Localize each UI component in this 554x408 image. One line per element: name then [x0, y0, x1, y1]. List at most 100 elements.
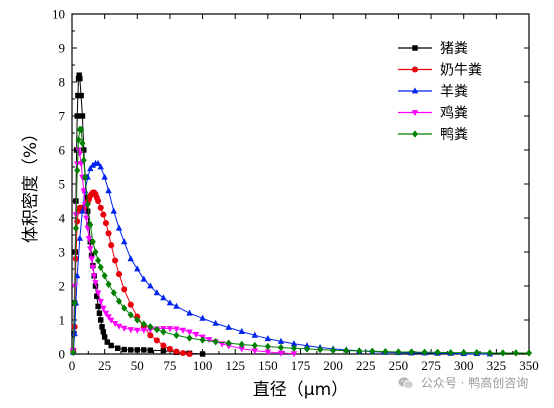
data-point: [101, 173, 108, 180]
data-point: [84, 208, 91, 214]
data-point: [97, 263, 104, 271]
data-point: [225, 339, 232, 347]
data-point: [77, 161, 85, 168]
data-point: [115, 224, 123, 231]
data-point: [76, 72, 82, 78]
data-point: [173, 331, 180, 339]
series-line: [72, 129, 529, 354]
data-point: [499, 349, 506, 357]
data-point: [238, 327, 245, 334]
data-point: [97, 163, 104, 170]
y-tick-label: 8: [59, 75, 66, 90]
data-point: [108, 342, 114, 349]
data-point: [134, 327, 141, 334]
data-point: [140, 320, 147, 328]
data-point: [87, 246, 94, 253]
x-tick-label: 150: [258, 358, 278, 373]
data-point: [72, 224, 79, 232]
data-point: [290, 344, 298, 352]
data-point: [84, 225, 91, 232]
data-point: [121, 286, 128, 293]
data-point: [71, 299, 78, 307]
data-point: [173, 326, 180, 333]
data-point: [127, 301, 134, 308]
legend-label: 奶牛粪: [440, 63, 482, 79]
data-point: [153, 325, 160, 334]
data-point: [212, 338, 219, 346]
data-point: [173, 302, 180, 309]
data-point: [356, 347, 363, 355]
data-point: [147, 323, 154, 331]
data-point: [179, 327, 187, 334]
x-tick-label: 0: [69, 358, 76, 373]
series-3: [70, 159, 494, 357]
data-point: [199, 314, 206, 321]
data-point: [73, 147, 80, 153]
y-tick-label: 1: [59, 313, 66, 328]
legend-marker: [411, 66, 419, 73]
data-point: [115, 271, 123, 278]
x-tick-label: 300: [454, 358, 474, 373]
data-point: [70, 348, 77, 356]
data-point: [395, 348, 402, 356]
y-tick-label: 7: [59, 109, 66, 124]
data-point: [186, 329, 193, 336]
legend-label: 羊粪: [440, 84, 468, 100]
data-point: [421, 348, 428, 356]
y-tick-label: 5: [59, 177, 66, 192]
data-point: [85, 236, 93, 243]
legend-label: 鸡粪: [440, 105, 468, 122]
x-tick-label: 200: [323, 358, 343, 373]
data-point: [105, 314, 112, 321]
data-point: [238, 346, 245, 353]
data-point: [94, 293, 100, 299]
data-point: [79, 113, 86, 119]
y-axis-title: 体积密度（%）: [21, 125, 41, 243]
data-point: [89, 264, 97, 271]
y-tick-label: 0: [59, 347, 66, 362]
data-point: [127, 311, 134, 319]
data-point: [160, 328, 167, 336]
data-point: [112, 257, 119, 264]
data-point: [74, 272, 81, 279]
data-point: [264, 349, 272, 356]
data-point: [83, 194, 90, 201]
data-point: [89, 161, 97, 168]
data-point: [343, 346, 350, 355]
data-point: [101, 334, 108, 340]
data-point: [127, 327, 134, 334]
legend-marker: [411, 87, 419, 94]
data-point: [74, 218, 81, 225]
data-point: [98, 317, 104, 323]
data-point: [77, 75, 83, 82]
data-point: [317, 345, 324, 354]
data-point: [408, 348, 415, 356]
x-tick-label: 50: [131, 358, 144, 373]
data-point: [105, 230, 112, 237]
data-point: [81, 147, 87, 153]
data-point: [80, 188, 87, 195]
x-tick-label: 125: [225, 358, 245, 373]
data-point: [75, 136, 82, 144]
data-point: [330, 346, 337, 354]
data-point: [277, 337, 285, 344]
data-point: [78, 92, 84, 99]
data-point: [82, 173, 89, 181]
data-point: [79, 139, 86, 147]
legend-label: 鸭粪: [440, 127, 468, 143]
data-point: [264, 335, 272, 342]
data-point: [101, 272, 108, 280]
data-point: [192, 331, 200, 338]
x-tick-label: 75: [163, 358, 176, 373]
y-tick-label: 2: [59, 279, 66, 294]
x-tick-label: 225: [356, 358, 376, 373]
y-tick-label: 6: [59, 143, 66, 158]
axes: 0 25 50 75 100 125 150 175 200 225 250 275 300 325 350…: [52, 7, 539, 374]
data-point: [127, 255, 134, 262]
data-point: [199, 336, 206, 344]
data-point: [105, 280, 112, 288]
data-point: [111, 321, 119, 328]
legend-marker: [412, 45, 418, 51]
x-tick-label: 250: [389, 358, 409, 373]
